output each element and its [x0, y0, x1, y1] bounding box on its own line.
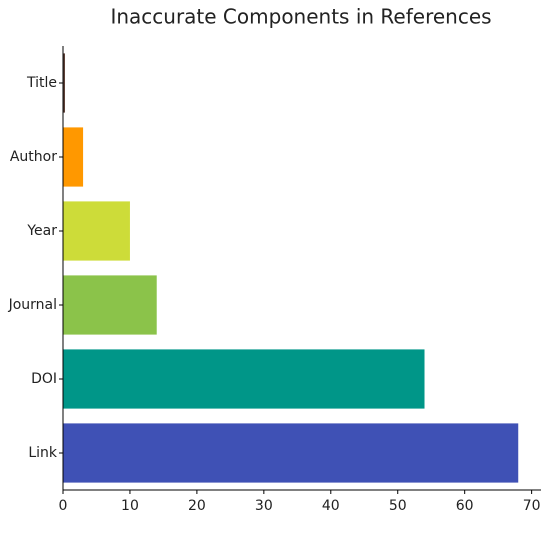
x-tick-label: 40	[322, 498, 340, 514]
x-tick-label: 70	[523, 498, 541, 514]
x-tick-label: 0	[59, 498, 68, 514]
bar	[63, 349, 425, 409]
y-tick-label: Year	[26, 223, 57, 239]
y-tick-label: Link	[28, 445, 58, 461]
bar	[63, 201, 130, 261]
x-tick-label: 50	[389, 498, 407, 514]
x-tick-label: 30	[255, 498, 273, 514]
bar	[63, 275, 157, 335]
chart-title: Inaccurate Components in References	[110, 5, 491, 29]
y-tick-label: Author	[10, 149, 57, 165]
y-tick-label: Title	[26, 75, 57, 91]
y-tick-label: DOI	[31, 371, 57, 387]
x-tick-label: 60	[456, 498, 474, 514]
x-tick-label: 20	[188, 498, 206, 514]
y-tick-label: Journal	[8, 297, 57, 313]
bar	[63, 53, 66, 113]
x-tick-label: 10	[121, 498, 139, 514]
bar	[63, 127, 84, 187]
bar	[63, 423, 519, 483]
